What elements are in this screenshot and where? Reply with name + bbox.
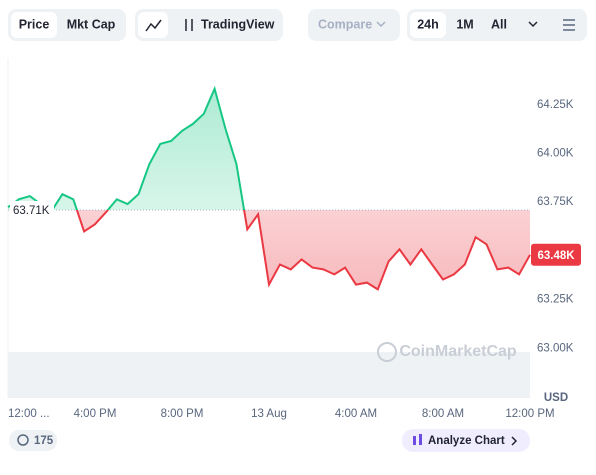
range-more[interactable] <box>528 21 538 28</box>
reference-label: 63.71K <box>13 205 50 217</box>
range-24h[interactable]: 24h <box>417 17 439 31</box>
analyze-button[interactable] <box>402 429 530 452</box>
candle-icon <box>185 19 193 31</box>
watermark-logo <box>377 342 397 362</box>
reference-label-bg <box>10 200 54 219</box>
last-price-label: 63.48K <box>537 250 575 262</box>
x-tick-label: 8:00 AM <box>422 408 464 420</box>
x-tick-label: 12:00 PM <box>505 408 554 420</box>
price-tab[interactable]: Price <box>19 17 50 31</box>
x-tick-label: 13 Aug <box>251 408 287 420</box>
chevron <box>376 21 386 28</box>
analyze-chevron <box>511 436 518 446</box>
y-tick-label: 63.00K <box>537 342 574 354</box>
range-group <box>407 9 587 41</box>
compare-button[interactable] <box>308 9 400 41</box>
history-icon <box>17 434 29 446</box>
y-tick-label: 63.25K <box>537 294 574 306</box>
watermark: CoinMarketCap <box>399 343 517 360</box>
tool-group <box>135 9 283 41</box>
mktcap-tab[interactable]: Mkt Cap <box>67 17 116 31</box>
analyze-icon <box>419 434 422 445</box>
x-tick-label: 12:00 ... <box>8 408 50 420</box>
y-tick-label: 63.75K <box>537 196 574 208</box>
views-count: 175 <box>34 435 54 447</box>
range-all[interactable]: All <box>491 17 507 31</box>
area-up <box>8 88 245 210</box>
compare-label: Compare <box>318 17 372 31</box>
price-line-down <box>47 209 531 291</box>
analyze-label: Analyze Chart <box>428 435 505 447</box>
x-tick-label: 4:00 PM <box>74 408 117 420</box>
x-tick-label: 4:00 AM <box>335 408 377 420</box>
range-1m[interactable]: 1M <box>456 17 473 31</box>
line-icon <box>145 19 162 32</box>
volume-band <box>8 352 530 398</box>
x-tick-label: 8:00 PM <box>161 408 204 420</box>
y-tick-label: 64.00K <box>537 148 574 160</box>
y-tick-label: 64.25K <box>537 99 574 111</box>
tab-active <box>11 12 57 38</box>
settings-icon[interactable] <box>563 19 575 31</box>
last-price-tag <box>531 243 581 266</box>
unit: USD <box>544 392 568 404</box>
tradingview-tab[interactable]: TradingView <box>201 17 275 31</box>
range-active <box>410 12 446 38</box>
analyze-icon <box>413 436 416 445</box>
area-down <box>8 209 530 290</box>
